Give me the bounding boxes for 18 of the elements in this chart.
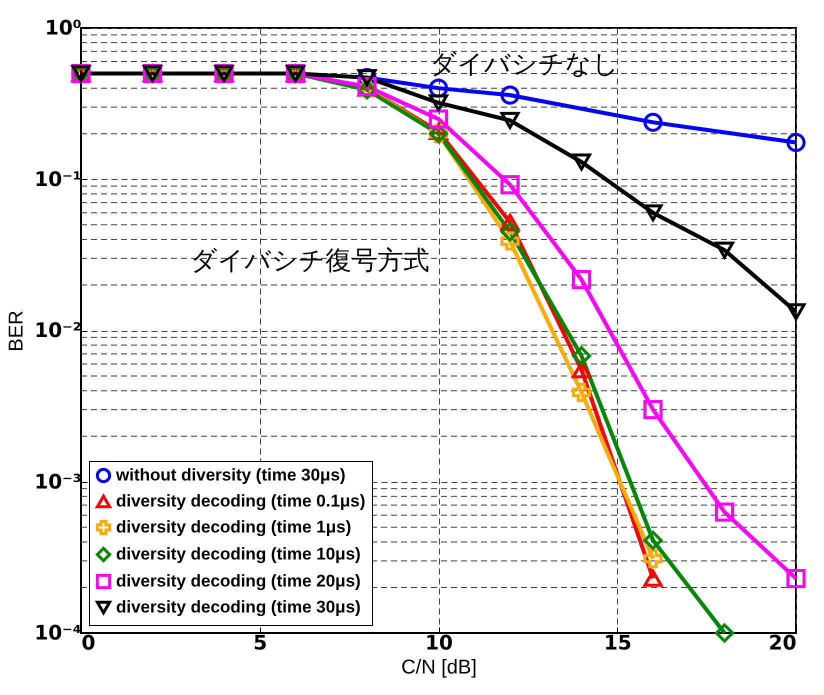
y-axis-title: BER <box>5 310 28 352</box>
y-tick-label: 10⁻⁴ <box>34 620 82 644</box>
y-tick-label: 10⁻² <box>34 318 82 342</box>
x-tick-label: 20 <box>768 630 796 654</box>
x-tick-label: 10 <box>425 630 453 654</box>
legend-label: diversity decoding (time 20μs) <box>116 572 361 590</box>
y-tick-label: 10⁻¹ <box>34 166 82 191</box>
x-tick-label: 5 <box>253 630 268 654</box>
x-tick-label: 15 <box>604 630 632 654</box>
legend-label: diversity decoding (time 10μs) <box>116 544 361 564</box>
legend-label: diversity decoding (time 1μs) <box>116 518 352 536</box>
legend-label: diversity decoding (time 30μs) <box>116 598 361 616</box>
legend-label: diversity decoding (time 0.1μs) <box>116 492 366 510</box>
x-tick-label: 0 <box>82 630 96 654</box>
y-tick-label: 10⁻³ <box>34 469 82 494</box>
y-tick-label: 10⁰ <box>44 16 82 40</box>
legend-label: without diversity (time 30μs) <box>115 466 346 484</box>
x-axis-title: C/N [dB] <box>401 656 477 678</box>
